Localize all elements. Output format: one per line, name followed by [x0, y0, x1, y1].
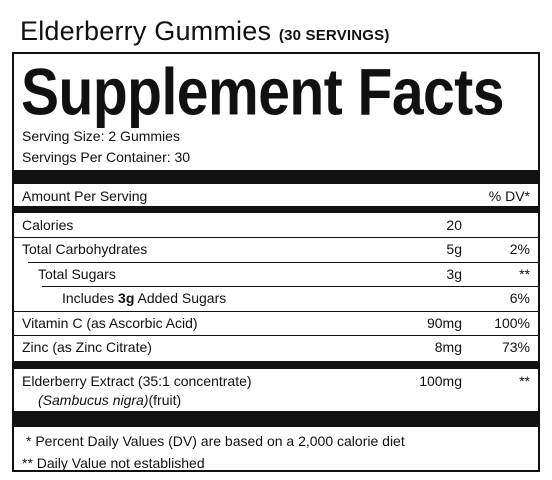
- servings-count: (30 SERVINGS): [278, 27, 390, 44]
- thick-rule: [14, 170, 538, 184]
- nutrient-name: Vitamin C (as Ascorbic Acid): [22, 314, 198, 332]
- thin-rule: [28, 261, 538, 263]
- nutrient-dv: 73%: [501, 339, 530, 355]
- nutrient-amount: 90mg: [426, 314, 462, 331]
- nutrient-dv: **: [519, 265, 530, 282]
- product-name: Elderberry Gummies: [20, 16, 272, 46]
- nutrient-name: Total Sugars: [38, 265, 116, 283]
- name-part: Zinc (as Zinc Citrate): [22, 339, 152, 355]
- plant-part: (fruit): [148, 392, 182, 408]
- name-part: Total Carbohydrates: [22, 241, 148, 258]
- nutrient-amount: 3g: [446, 265, 462, 282]
- nutrient-name: Total Carbohydrates: [22, 240, 147, 258]
- medium-rule: [14, 361, 538, 369]
- extract-name: Elderberry Extract (35:1 concentrate): [22, 373, 252, 389]
- extract-source: (Sambucus nigra)(fruit): [38, 391, 181, 409]
- thin-rule: [42, 286, 538, 288]
- product-title: Elderberry Gummies (30 SERVINGS): [20, 14, 390, 53]
- extract-amount: 100mg: [419, 373, 462, 389]
- nutrient-dv: 6%: [509, 290, 530, 307]
- dv-header: % DV*: [488, 188, 530, 204]
- name-part: Calories: [22, 217, 74, 233]
- nutrient-name: Zinc (as Zinc Citrate): [22, 338, 152, 356]
- nutrient-amount: 5g: [446, 241, 462, 258]
- extract-dv: **: [519, 373, 530, 389]
- nutrient-dv: 100%: [494, 314, 530, 331]
- nutrient-dv: 2%: [509, 241, 530, 258]
- name-part: Includes: [62, 290, 119, 307]
- serving-size: Serving Size: 2 Gummies: [22, 128, 180, 144]
- footnote: ** Daily Value not established: [22, 455, 205, 471]
- name-part: Added Sugars: [134, 290, 227, 307]
- name-part: Total Sugars: [38, 265, 116, 282]
- nutrient-amount: 20: [446, 217, 462, 233]
- facts-title: Supplement Facts: [21, 55, 504, 130]
- thin-rule: [14, 310, 538, 312]
- bold-amount: 3g: [118, 290, 135, 307]
- nutrient-name: Includes 3g Added Sugars: [62, 289, 226, 307]
- amount-header: Amount Per Serving: [22, 188, 148, 204]
- thick-rule: [14, 411, 538, 427]
- thin-rule: [14, 335, 538, 336]
- servings-per-container: Servings Per Container: 30: [22, 149, 191, 165]
- thin-rule: [14, 237, 538, 239]
- medium-rule: [14, 206, 538, 213]
- nutrient-name: Calories: [22, 216, 73, 234]
- latin-name: (Sambucus nigra): [38, 392, 149, 408]
- nutrient-amount: 8mg: [434, 339, 462, 355]
- name-part: Vitamin C (as Ascorbic Acid): [22, 314, 198, 331]
- facts-box: [12, 52, 540, 472]
- footnote: * Percent Daily Values (DV) are based on…: [26, 433, 405, 449]
